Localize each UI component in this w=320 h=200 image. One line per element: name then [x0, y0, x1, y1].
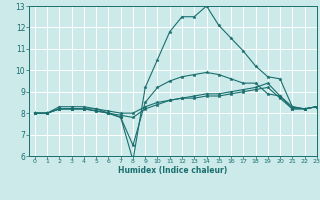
X-axis label: Humidex (Indice chaleur): Humidex (Indice chaleur): [118, 166, 228, 175]
